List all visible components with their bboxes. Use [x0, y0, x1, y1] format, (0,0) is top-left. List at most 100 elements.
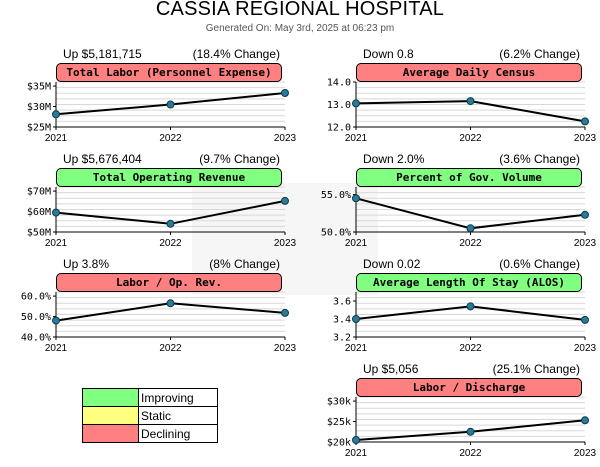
legend-row-declining: Declining [82, 424, 218, 443]
data-point [166, 100, 175, 109]
panel-labor-per-discharge: Up $5,056 (25.1% Change) $20k $25k $30k 202… [300, 362, 600, 467]
y-tick-label: 14.0 [327, 78, 351, 89]
data-point [52, 316, 60, 325]
chart-title-banner: Total Operating Revenue [56, 168, 282, 187]
y-tick-label: 3.6 [333, 297, 351, 308]
x-tick-label: 2022 [159, 238, 182, 249]
y-tick-label: 50.0% [321, 228, 351, 239]
data-point [52, 208, 60, 217]
y-tick-label: $30M [27, 102, 51, 113]
chart-plot: $25M $30M $35M 2021 2022 2023 [27, 81, 297, 144]
legend-row-improving: Improving [82, 388, 218, 407]
data-point [281, 89, 289, 97]
y-tick-label: 13.0 [327, 100, 351, 111]
data-point [281, 308, 289, 317]
chart-title-banner: Labor / Op. Rev. [56, 273, 282, 292]
change-percent: (9.7% Change) [199, 152, 280, 166]
x-tick-label: 2022 [459, 448, 482, 459]
change-amount: Up 3.8% [63, 257, 110, 271]
series-line [355, 197, 586, 230]
change-percent: (0.6% Change) [499, 257, 580, 271]
data-point [466, 97, 475, 106]
change-amount: Up $5,181,715 [63, 47, 142, 61]
y-tick-label: $70M [27, 187, 51, 198]
panel-average-daily-census: Down 0.8 (6.2% Change) 12.0 13.0 14.0 2021 2… [300, 47, 600, 152]
legend-label: Improving [138, 388, 218, 407]
x-tick-label: 2023 [274, 343, 297, 354]
x-tick-label: 2021 [345, 448, 368, 459]
chart-title-banner: Labor / Discharge [356, 378, 582, 397]
data-point [466, 427, 475, 436]
y-tick-label: $60M [27, 207, 51, 218]
legend-swatch-improving [82, 388, 139, 407]
y-tick-label: 3.2 [333, 333, 351, 344]
y-tick-label: 60.0% [21, 292, 51, 303]
change-percent: (18.4% Change) [192, 47, 280, 61]
data-point [581, 315, 589, 324]
y-tick-label: 3.4 [333, 315, 351, 326]
x-tick-label: 2023 [574, 238, 597, 249]
chart-plot: 50.0% 55.0% 2021 2022 2023 [321, 186, 597, 249]
x-tick-label: 2021 [345, 343, 368, 354]
chart-title-banner: Average Length Of Stay (ALOS) [356, 273, 582, 292]
legend-swatch-declining [82, 424, 139, 443]
chart-title-banner: Average Daily Census [356, 63, 582, 82]
y-tick-label: $50M [27, 228, 51, 239]
chart-plot: 40.0% 50.0% 60.0% 2021 2022 2023 [21, 291, 297, 354]
x-tick-label: 2023 [574, 448, 597, 459]
legend-row-static: Static [82, 406, 218, 425]
data-point [466, 224, 475, 233]
data-point [352, 99, 360, 108]
generated-timestamp: Generated On: May 3rd, 2025 at 06:23 pm [205, 23, 395, 34]
x-tick-label: 2022 [459, 133, 482, 144]
panel-total-labor: Up $5,181,715 (18.4% Change) $25M $30M $35… [0, 47, 300, 152]
y-tick-label: $25M [27, 123, 51, 134]
data-point [166, 299, 175, 308]
chart-plot: 3.2 3.4 3.6 2021 2022 2023 [333, 291, 597, 354]
x-tick-label: 2021 [45, 343, 68, 354]
y-tick-label: $30k [327, 397, 351, 408]
change-percent: (8% Change) [209, 257, 280, 271]
data-point [466, 302, 475, 311]
legend-label: Declining [138, 424, 218, 443]
y-tick-label: 50.0% [21, 312, 51, 323]
change-percent: (25.1% Change) [492, 362, 580, 376]
data-point [166, 219, 175, 228]
y-tick-label: $25k [327, 417, 351, 428]
data-point [352, 315, 360, 323]
change-amount: Up $5,676,404 [63, 152, 142, 166]
data-point [581, 210, 589, 219]
legend-label: Static [138, 406, 218, 425]
change-amount: Down 0.8 [363, 47, 414, 61]
data-point [581, 416, 589, 425]
chart-plot: 12.0 13.0 14.0 2021 2022 2023 [327, 78, 597, 145]
x-tick-label: 2023 [274, 238, 297, 249]
chart-plot: $20k $25k $30k 2021 2022 2023 [327, 396, 597, 459]
panel-average-length-of-stay: Down 0.02 (0.6% Change) 3.2 3.4 3.6 2021 202… [300, 257, 600, 362]
x-tick-label: 2021 [345, 133, 368, 144]
data-point [352, 194, 360, 203]
x-tick-label: 2022 [159, 133, 182, 144]
change-amount: Down 0.02 [363, 257, 421, 271]
change-amount: Up $5,056 [363, 362, 419, 376]
y-tick-label: 40.0% [21, 333, 51, 344]
x-tick-label: 2022 [159, 343, 182, 354]
y-tick-label: 12.0 [327, 123, 351, 134]
chart-title-banner: Total Labor (Personnel Expense) [56, 63, 282, 82]
data-point [581, 117, 589, 126]
x-tick-label: 2022 [459, 343, 482, 354]
data-point [281, 196, 289, 205]
chart-plot: $50M $60M $70M 2021 2022 2023 [27, 186, 297, 249]
x-tick-label: 2023 [574, 343, 597, 354]
x-tick-label: 2023 [574, 133, 597, 144]
change-amount: Down 2.0% [363, 152, 425, 166]
status-legend: Improving Static Declining [82, 388, 218, 443]
y-tick-label: $35M [27, 82, 51, 93]
data-point [352, 436, 360, 444]
change-percent: (6.2% Change) [499, 47, 580, 61]
chart-title-banner: Percent of Gov. Volume [356, 168, 582, 187]
change-percent: (3.6% Change) [499, 152, 580, 166]
x-tick-label: 2021 [45, 238, 68, 249]
legend-swatch-static [82, 406, 139, 425]
y-tick-label: $20k [327, 438, 351, 449]
